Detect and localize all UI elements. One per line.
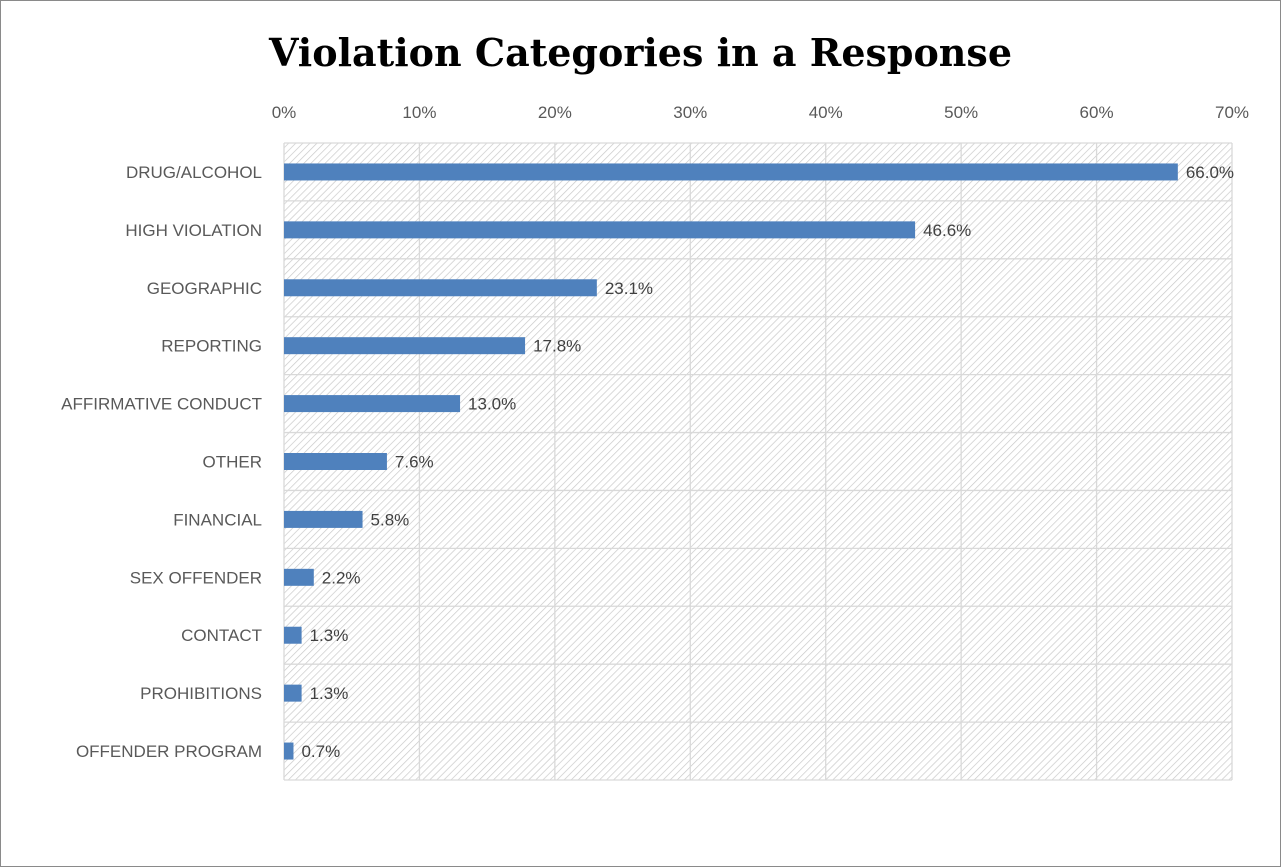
x-tick-label: 30% <box>673 103 707 122</box>
data-label: 1.3% <box>310 626 349 645</box>
chart-title: Violation Categories in a Response <box>268 30 1013 75</box>
grid-lines <box>283 142 1233 781</box>
x-tick-label: 60% <box>1080 103 1114 122</box>
category-label: OTHER <box>203 453 263 472</box>
category-label: REPORTING <box>161 337 262 356</box>
data-label: 13.0% <box>468 395 516 414</box>
category-label: GEOGRAPHIC <box>147 279 262 298</box>
bar <box>284 510 363 528</box>
category-label: DRUG/ALCOHOL <box>126 163 262 182</box>
bar <box>284 684 302 702</box>
data-label: 7.6% <box>395 453 434 472</box>
data-label: 1.3% <box>310 684 349 703</box>
bar <box>284 221 916 239</box>
x-tick-label: 0% <box>272 103 297 122</box>
category-label: AFFIRMATIVE CONDUCT <box>61 395 262 414</box>
x-tick-label: 20% <box>538 103 572 122</box>
x-tick-label: 70% <box>1215 103 1249 122</box>
bar <box>284 453 387 470</box>
x-tick-label: 50% <box>944 103 978 122</box>
x-tick-label: 10% <box>402 103 436 122</box>
plot-area <box>284 143 1232 780</box>
category-label: SEX OFFENDER <box>130 568 262 587</box>
x-axis-tick-labels: 0% 10% 20% 30% 40% 50% 60% 70% <box>272 103 1249 122</box>
category-label: FINANCIAL <box>173 510 262 529</box>
bar <box>284 742 294 760</box>
data-label: 0.7% <box>301 742 340 761</box>
data-labels: 66.0% 46.6% 23.1% 17.8% 13.0% 7.6% 5.8% 2.2% 1.3… <box>301 163 1234 761</box>
bar <box>284 279 597 297</box>
data-label: 66.0% <box>1186 163 1234 182</box>
bar <box>284 163 1178 181</box>
category-label: PROHIBITIONS <box>140 684 262 703</box>
data-label: 23.1% <box>605 279 653 298</box>
data-label: 2.2% <box>322 568 361 587</box>
category-label: CONTACT <box>181 626 262 645</box>
data-label: 46.6% <box>923 221 971 240</box>
category-label: HIGH VIOLATION <box>125 221 262 240</box>
bars <box>284 163 1178 760</box>
bar <box>284 337 526 355</box>
category-labels: DRUG/ALCOHOL HIGH VIOLATION GEOGRAPHIC REPO… <box>61 163 262 761</box>
bar <box>284 626 302 644</box>
data-label: 17.8% <box>533 337 581 356</box>
bar <box>284 395 461 413</box>
x-tick-label: 40% <box>809 103 843 122</box>
data-label: 5.8% <box>371 510 410 529</box>
bar <box>284 568 314 586</box>
category-label: OFFENDER PROGRAM <box>76 742 262 761</box>
